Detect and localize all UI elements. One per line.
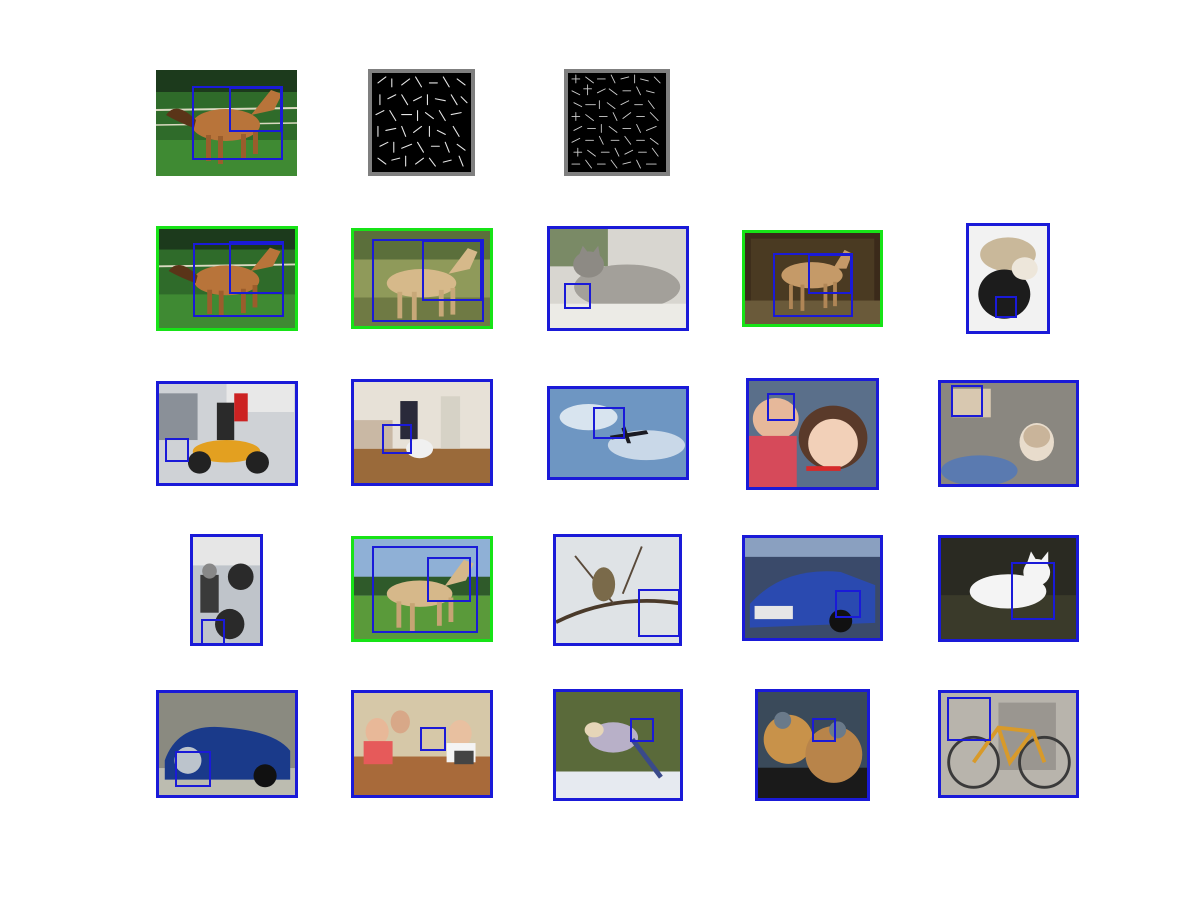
result-image-14 (742, 535, 883, 641)
detection-box-root (372, 546, 478, 633)
detection-box-part (420, 727, 446, 751)
result-image-16 (156, 690, 298, 798)
detection-box-part (951, 385, 983, 417)
airplane-icon (550, 389, 686, 477)
detection-box-part (175, 751, 211, 787)
detection-box-part (229, 87, 282, 132)
result-image-8 (547, 386, 689, 480)
detection-box-part (564, 283, 591, 309)
result-image-2 (351, 228, 493, 329)
puppy-icon (941, 383, 1076, 484)
people-table-icon (354, 693, 490, 795)
detection-box-part (382, 424, 412, 454)
motorbike-icon (159, 384, 295, 483)
detection-box-part (593, 407, 625, 439)
motorbike-icon (193, 537, 260, 643)
detection-box-part (229, 241, 284, 294)
result-image-11 (190, 534, 263, 646)
horse-icon (745, 233, 880, 324)
result-image-13 (553, 534, 682, 646)
detection-box-part (201, 619, 225, 643)
result-image-18 (553, 689, 683, 801)
result-image-9 (746, 378, 879, 490)
query-image-horse (156, 70, 297, 176)
bird-icon (556, 692, 680, 798)
dog-room-icon (354, 382, 490, 483)
children-icon (749, 381, 876, 487)
bicycle-icon (941, 693, 1076, 795)
detection-box-part (422, 240, 482, 301)
detection-box-part (767, 393, 795, 421)
hog-template-root (368, 69, 475, 176)
cat-icon (550, 229, 686, 328)
cat-icon (941, 538, 1076, 639)
result-image-1 (156, 226, 298, 331)
cat-dog-icon (969, 226, 1047, 331)
result-image-19 (755, 689, 870, 801)
result-image-5 (966, 223, 1050, 334)
hog-template-icon (372, 73, 471, 172)
detection-box-part (947, 697, 991, 741)
detection-box-part (165, 438, 189, 462)
detection-box-part (630, 718, 654, 742)
result-image-17 (351, 690, 493, 798)
hog-template-part (564, 69, 670, 176)
car-icon (159, 693, 295, 795)
result-image-4 (742, 230, 883, 327)
detection-box-part (808, 254, 852, 294)
detection-box-part (812, 718, 836, 742)
detection-box-part (638, 589, 679, 637)
dogs-icon (758, 692, 867, 798)
horse-icon (159, 229, 295, 328)
result-image-20 (938, 690, 1079, 798)
result-image-6 (156, 381, 298, 486)
detection-box-part (835, 590, 861, 618)
detection-box-part (995, 296, 1017, 318)
result-image-10 (938, 380, 1079, 487)
result-image-15 (938, 535, 1079, 642)
result-image-7 (351, 379, 493, 486)
detection-box-part (1011, 562, 1055, 620)
detection-box-part (427, 557, 471, 602)
hog-template-icon (568, 73, 666, 172)
result-image-3 (547, 226, 689, 331)
car-icon (745, 538, 880, 638)
result-image-12 (351, 536, 493, 642)
